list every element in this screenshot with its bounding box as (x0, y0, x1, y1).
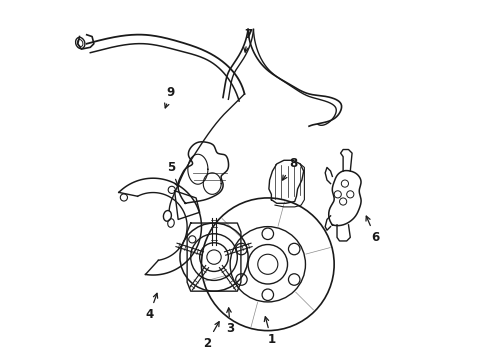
Text: 3: 3 (225, 308, 234, 335)
Text: 9: 9 (164, 86, 175, 108)
Text: 5: 5 (166, 161, 179, 187)
Text: 2: 2 (203, 322, 219, 350)
Text: 6: 6 (365, 216, 379, 244)
Text: 7: 7 (243, 28, 252, 52)
Text: 4: 4 (145, 293, 157, 321)
Text: 1: 1 (264, 317, 275, 346)
Text: 8: 8 (282, 157, 296, 180)
